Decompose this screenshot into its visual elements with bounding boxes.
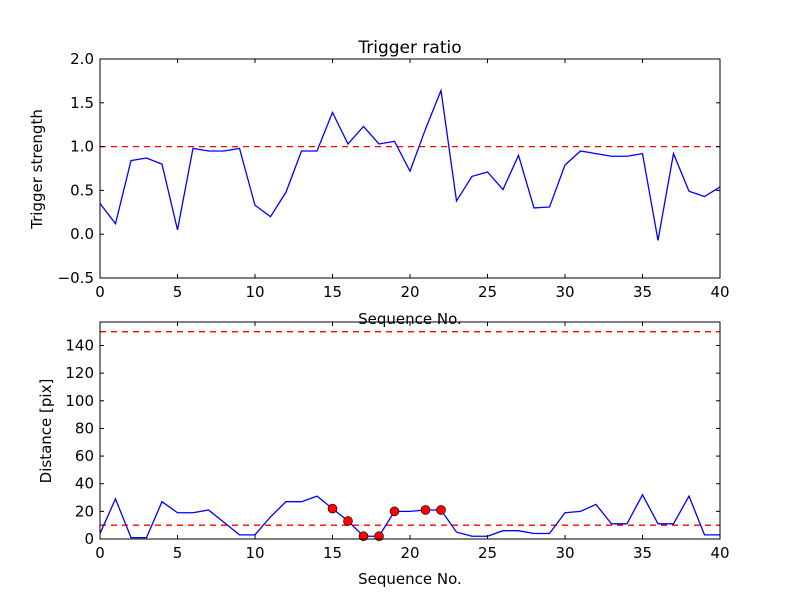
data-point-marker (420, 505, 431, 515)
data-point-marker (343, 516, 353, 526)
x-tick-label: 30 (555, 283, 574, 301)
x-tick-label: 10 (245, 544, 264, 562)
x-tick-label: 25 (478, 544, 497, 562)
bottom-y-label: Distance [pix] (37, 379, 55, 484)
data-point-marker (358, 531, 369, 542)
x-tick-label: 15 (323, 544, 342, 562)
y-tick-label: 40 (75, 475, 94, 493)
bottom-axes: 0 5 10 15 20 25 30 35 40 0 20 40 60 80 100 120 140 (65, 321, 730, 562)
y-tick-label: 60 (75, 447, 94, 465)
top-axes: 0 5 10 15 20 25 30 35 40 −0.5 0.0 0.5 1.0 1.5 2.0 (58, 50, 730, 301)
y-tick-label: 100 (65, 392, 94, 410)
y-tick-label: −0.5 (58, 269, 94, 287)
bottom-x-label: Sequence No. (358, 570, 462, 588)
y-tick-label: 80 (75, 419, 94, 437)
y-tick-label: 0.5 (70, 181, 94, 199)
x-tick-label: 40 (710, 283, 729, 301)
y-tick-label: 0 (84, 530, 94, 548)
data-series-line (99, 493, 720, 539)
axes-frame (99, 321, 721, 540)
x-tick-label: 15 (323, 283, 342, 301)
chart-title: Trigger ratio (357, 38, 461, 58)
data-point-marker (327, 503, 338, 514)
data-series-line (99, 88, 721, 241)
y-tick-label: 2.0 (70, 50, 94, 68)
y-tick-label: 20 (75, 502, 94, 520)
x-tick-label: 35 (633, 544, 652, 562)
x-tick-label: 30 (555, 544, 574, 562)
x-tick-label: 25 (478, 283, 497, 301)
x-tick-label: 10 (245, 283, 264, 301)
x-tick-label: 40 (710, 544, 729, 562)
y-tick-label: 120 (65, 364, 94, 382)
top-y-label: Trigger strength (28, 109, 46, 230)
x-tick-label: 0 (95, 283, 105, 301)
x-tick-label: 5 (173, 544, 183, 562)
data-point-marker (436, 505, 446, 515)
y-tick-label: 1.5 (70, 94, 94, 112)
y-tick-label: 0.0 (70, 225, 94, 243)
data-point-marker (389, 506, 400, 517)
x-tick-label: 0 (95, 544, 105, 562)
y-tick-label: 1.0 (70, 138, 94, 156)
top-x-label: Sequence No. (358, 310, 462, 328)
data-point-marker (374, 531, 384, 542)
y-tick-label: 140 (65, 336, 94, 354)
x-tick-label: 35 (633, 283, 652, 301)
axes-frame (99, 58, 721, 279)
x-tick-label: 20 (400, 544, 419, 562)
x-tick-label: 5 (173, 283, 183, 301)
x-tick-label: 20 (400, 283, 419, 301)
